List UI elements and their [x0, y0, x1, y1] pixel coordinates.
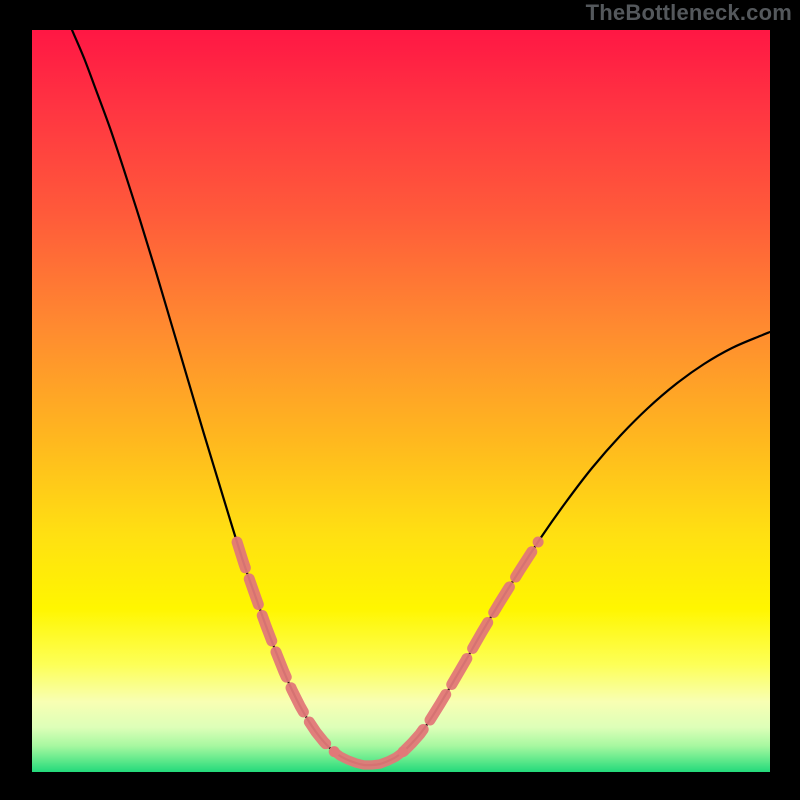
- stage: TheBottleneck.com: [0, 0, 800, 800]
- chart-svg: [0, 0, 800, 800]
- gradient-panel: [32, 30, 770, 772]
